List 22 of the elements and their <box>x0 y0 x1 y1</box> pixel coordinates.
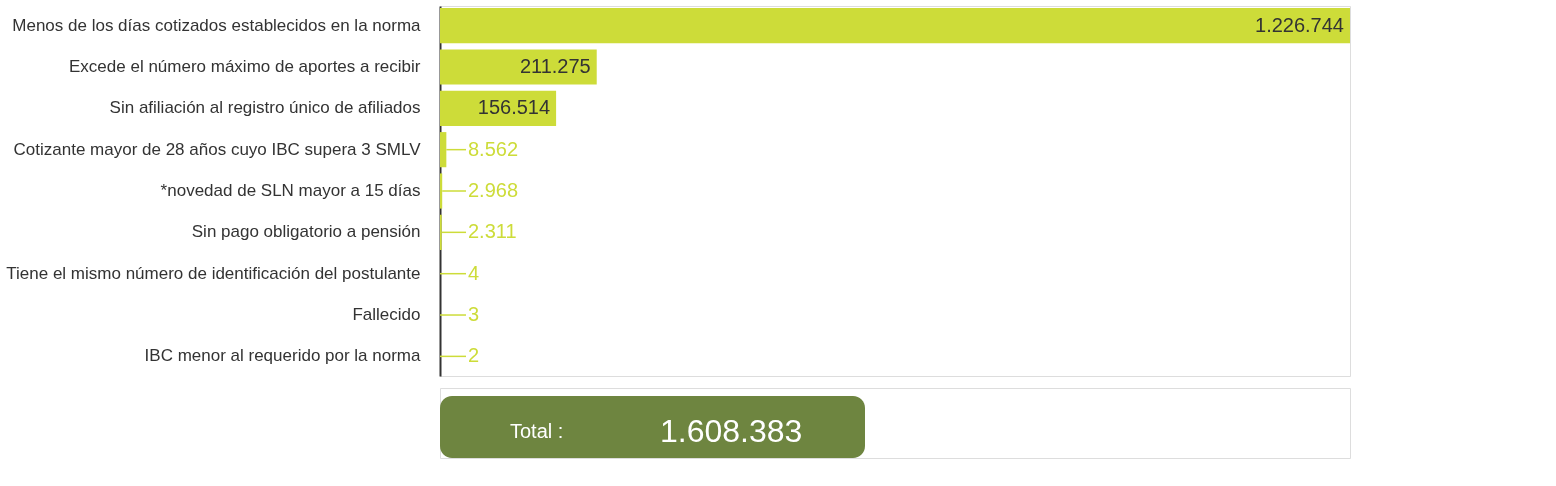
data-label: 4 <box>468 261 480 284</box>
data-label: 3 <box>468 303 480 326</box>
y-tick-label: Sin pago obligatorio a pensión <box>191 222 421 242</box>
data-label: 211.275 <box>519 54 591 77</box>
y-tick-label: *novedad de SLN mayor a 15 días <box>160 181 421 200</box>
data-label: 2.311 <box>468 220 517 243</box>
data-label: 2 <box>468 344 480 367</box>
y-tick-label: Sin afiliación al registro único de afiliados <box>109 98 421 118</box>
data-label: 8.562 <box>468 137 519 160</box>
bar <box>440 8 1350 44</box>
data-label: 1.226.744 <box>1255 13 1344 36</box>
y-tick-label: IBC menor al requerido por la norma <box>144 346 422 366</box>
data-label: 156.514 <box>477 96 551 119</box>
text: 1.608.383 <box>660 413 803 449</box>
y-tick-label: Excede el número máximo de aportes a recibir <box>69 56 421 76</box>
bar <box>440 49 597 85</box>
text: Total : <box>510 420 564 442</box>
y-tick-label: Tiene el mismo número de identificación del postulante <box>6 263 421 283</box>
y-tick-label: Cotizante mayor de 28 años cuyo IBC supera 3 SMLV <box>13 139 422 159</box>
data-label: 2.968 <box>468 179 519 201</box>
y-tick-label: Fallecido <box>352 305 421 325</box>
y-tick-label: Menos de los días cotizados establecidos en la norma <box>12 15 422 35</box>
